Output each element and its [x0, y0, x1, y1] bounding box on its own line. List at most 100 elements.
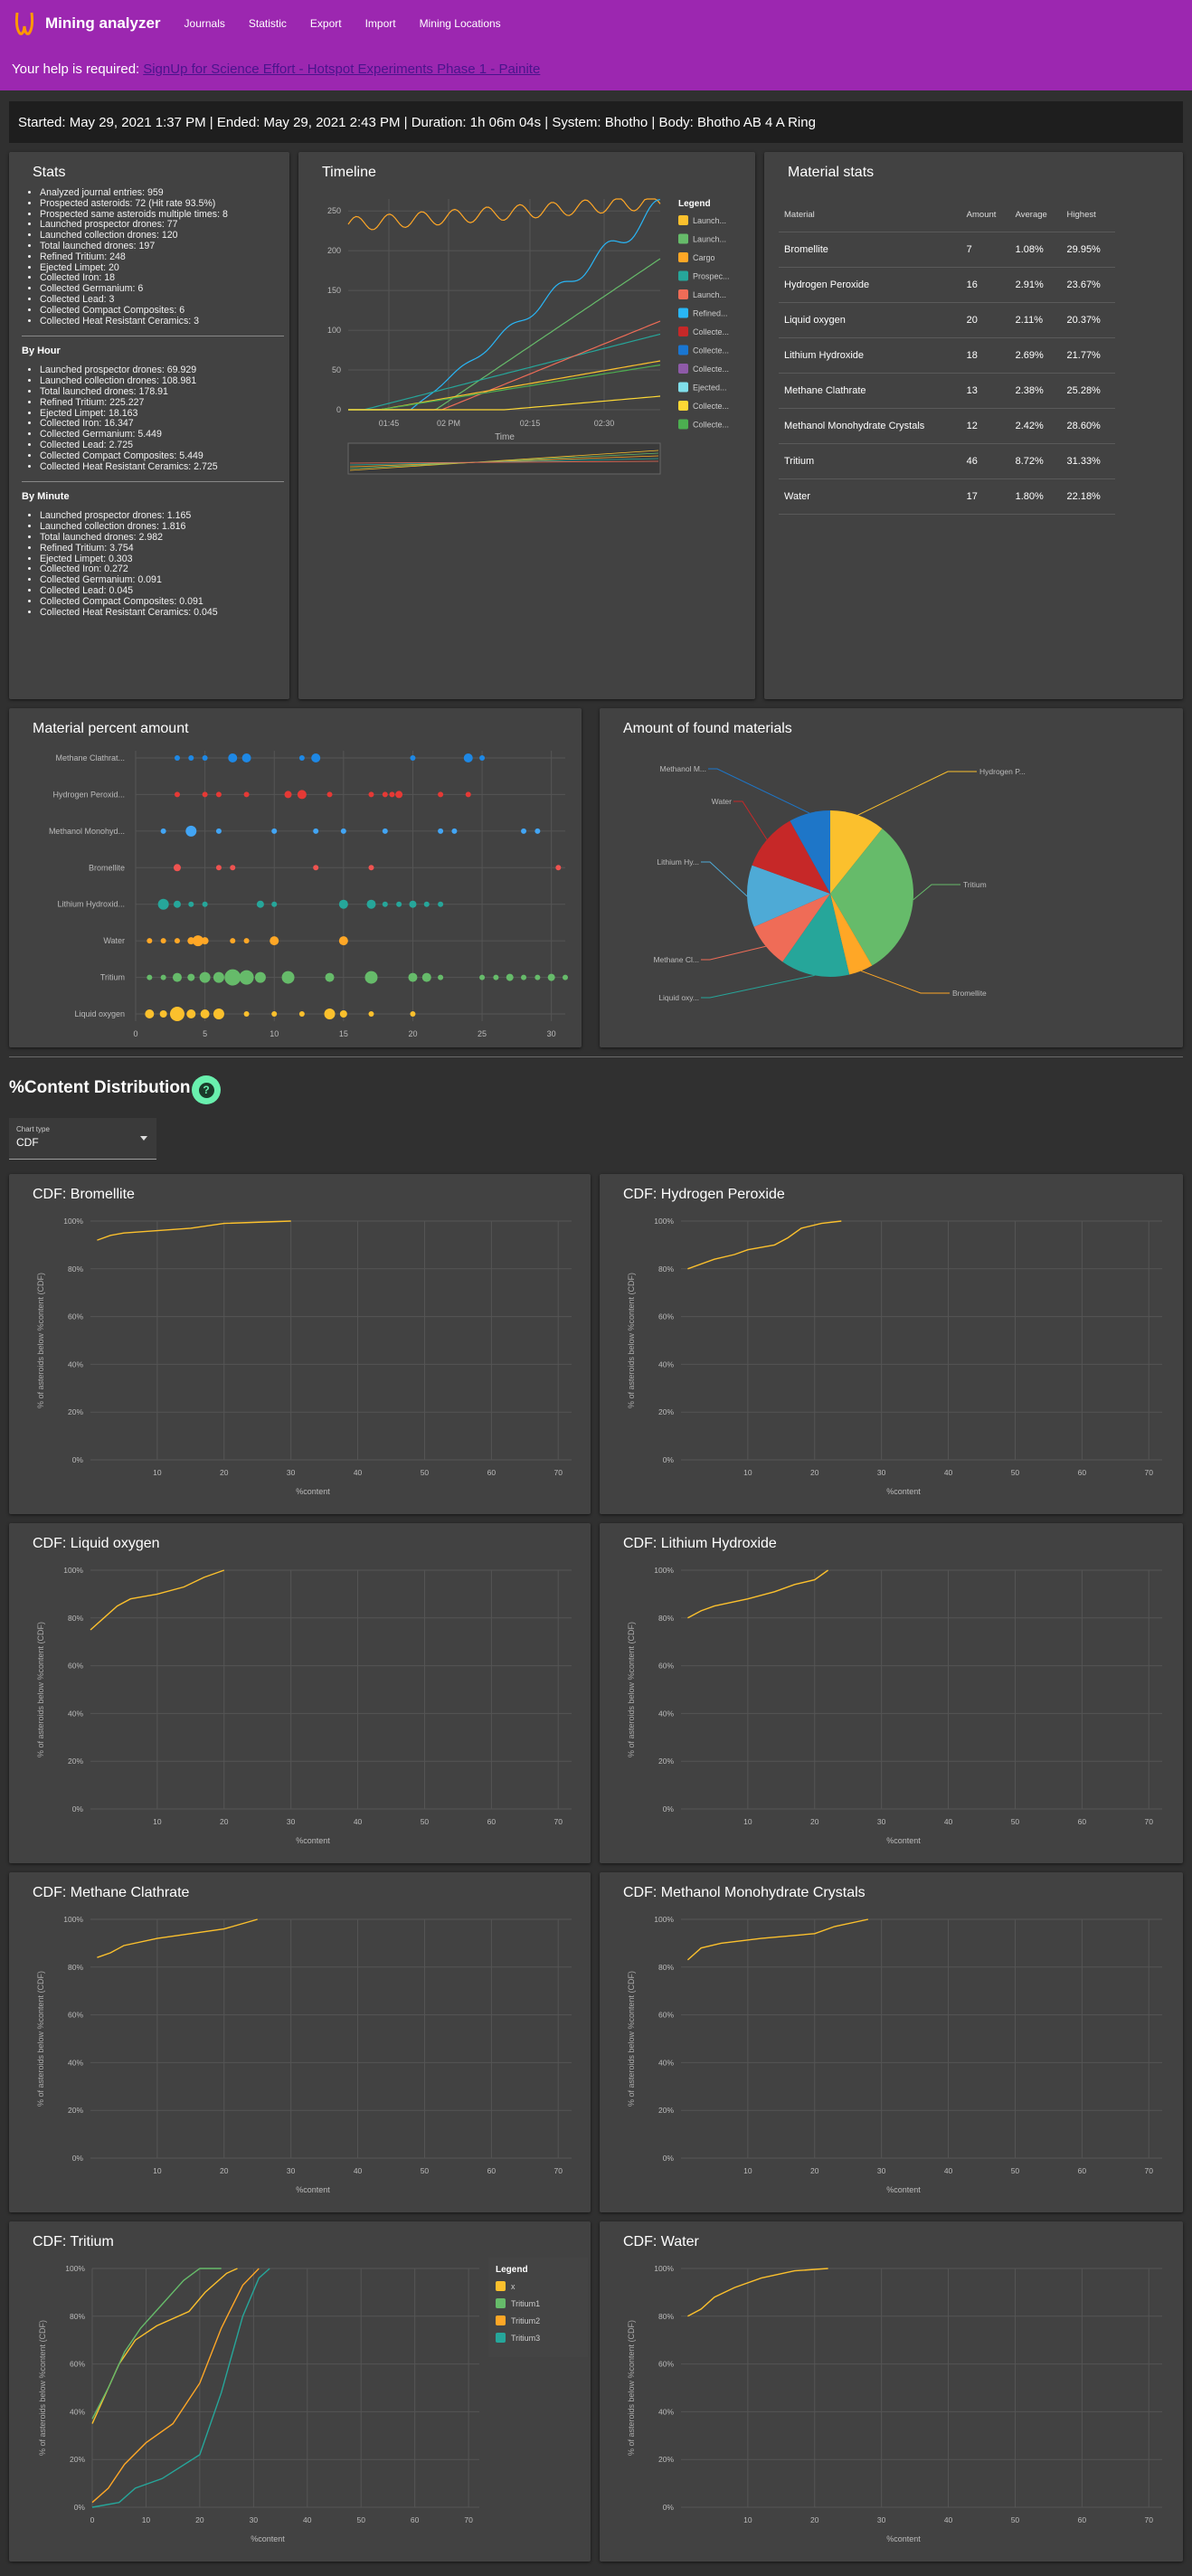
- pie-leader: [913, 884, 960, 901]
- y-tick-label: 100%: [63, 1566, 83, 1575]
- data-point: [438, 791, 444, 798]
- col-highest[interactable]: Highest: [1061, 199, 1115, 232]
- y-axis-label: % of asteroids below %content (CDF): [36, 1971, 45, 2107]
- nav-mining-locations[interactable]: Mining Locations: [419, 17, 501, 30]
- cdf-line: [90, 1569, 225, 1631]
- x-axis-label: %content: [296, 1487, 330, 1496]
- app-logo-icon: [14, 12, 34, 35]
- row-label: Water: [103, 936, 125, 945]
- nav-import[interactable]: Import: [364, 17, 396, 30]
- material-cell: Water: [779, 478, 961, 515]
- data-point: [271, 901, 278, 907]
- cdf-chart[interactable]: 0% 20% 40% 60% 80% 100% 10 20 30 40 50 60 70 %content…: [600, 1174, 1183, 1514]
- material-cell: 13: [960, 373, 1010, 409]
- cdf-card: CDF: Hydrogen Peroxide 0% 20% 40% 60% 80% 100%…: [600, 1174, 1183, 1514]
- col-material[interactable]: Material: [779, 199, 961, 232]
- data-point: [185, 825, 197, 837]
- x-tick-label: 20: [810, 1817, 819, 1826]
- material-row: Bromellite 7 1.08% 29.95%: [779, 232, 1115, 268]
- cdf-chart[interactable]: 0% 20% 40% 60% 80% 100% 0 10 20 30 40 50 60 70 %conten…: [9, 2221, 591, 2562]
- x-tick-label: 02:15: [520, 419, 541, 428]
- col-amount[interactable]: Amount: [960, 199, 1010, 232]
- pie-title: Amount of found materials: [623, 721, 792, 736]
- pie-label: Tritium: [963, 880, 987, 889]
- x-tick-label: 40: [354, 1468, 363, 1477]
- data-point: [186, 1009, 196, 1018]
- x-tick-label: 30: [877, 2166, 886, 2175]
- x-tick-label: 30: [287, 1817, 296, 1826]
- data-point: [451, 828, 458, 834]
- x-tick-label: 50: [1011, 2515, 1020, 2524]
- x-tick-label: 60: [487, 1468, 497, 1477]
- brush-series: [349, 455, 659, 468]
- legend-swatch: [678, 215, 688, 225]
- data-point: [364, 971, 378, 984]
- data-point: [243, 938, 250, 944]
- pie-label: Water: [712, 797, 733, 806]
- y-axis-label: % of asteroids below %content (CDF): [627, 1622, 636, 1757]
- x-tick-label: 40: [354, 2166, 363, 2175]
- stat-item: Ejected Limpet: 20: [40, 262, 284, 274]
- material-stats-card: Material stats Material Amount Average H…: [764, 152, 1183, 699]
- timeline-series: [348, 320, 661, 411]
- x-tick-label: 30: [877, 2515, 886, 2524]
- legend-swatch: [678, 345, 688, 355]
- material-cell: 20.37%: [1061, 302, 1115, 338]
- y-tick-label: 80%: [658, 2312, 674, 2321]
- y-tick-label: 80%: [70, 2312, 85, 2321]
- pie-slice: [830, 894, 873, 975]
- cdf-chart[interactable]: 0% 20% 40% 60% 80% 100% 10 20 30 40 50 60 70 %content…: [600, 1872, 1183, 2212]
- cdf-chart[interactable]: 0% 20% 40% 60% 80% 100% 10 20 30 40 50 60 70 %content…: [9, 1174, 591, 1514]
- data-point: [213, 1009, 224, 1019]
- cdf-chart[interactable]: 0% 20% 40% 60% 80% 100% 10 20 30 40 50 60 70 %content…: [600, 2221, 1183, 2562]
- cdf-card: CDF: Methane Clathrate 0% 20% 40% 60% 80% 100%…: [9, 1872, 591, 2212]
- material-row: Tritium 46 8.72% 31.33%: [779, 443, 1115, 479]
- material-cell: 18: [960, 337, 1010, 374]
- data-point: [298, 1011, 305, 1017]
- pie-leader: [701, 974, 815, 999]
- material-row: Methanol Monohydrate Crystals 12 2.42% 28.6…: [779, 408, 1115, 444]
- stat-item: Collected Heat Resistant Ceramics: 3: [40, 316, 284, 327]
- x-tick-label: 60: [411, 2515, 420, 2524]
- signup-link[interactable]: SignUp for Science Effort - Hotspot Expe…: [143, 61, 541, 77]
- x-axis-label: %content: [296, 2185, 330, 2194]
- x-tick-label: 20: [810, 2166, 819, 2175]
- x-axis-label: %content: [886, 2185, 921, 2194]
- cdf-line: [91, 2268, 238, 2424]
- help-button[interactable]: ?: [192, 1075, 221, 1104]
- material-cell: Methane Clathrate: [779, 373, 961, 409]
- chart-type-select[interactable]: Chart type CDF: [9, 1118, 156, 1160]
- x-tick-label: 0: [90, 2515, 95, 2524]
- y-axis-label: % of asteroids below %content (CDF): [627, 2320, 636, 2456]
- row-label: Methanol Monohyd...: [49, 827, 125, 836]
- pie-label: Methane Cl...: [653, 955, 699, 964]
- y-tick-label: 100%: [63, 1915, 83, 1924]
- x-tick-label: 50: [356, 2515, 365, 2524]
- data-point: [535, 828, 541, 834]
- material-cell: Hydrogen Peroxide: [779, 267, 961, 303]
- x-tick-label: 10: [743, 2166, 752, 2175]
- material-row: Hydrogen Peroxide 16 2.91% 23.67%: [779, 267, 1115, 303]
- material-cell: 12: [960, 408, 1010, 444]
- y-tick-label: 40%: [658, 2058, 674, 2067]
- y-tick-label: 20%: [68, 1407, 83, 1416]
- cdf-chart[interactable]: 0% 20% 40% 60% 80% 100% 10 20 30 40 50 60 70 %content…: [600, 1523, 1183, 1863]
- pie-chart[interactable]: Hydrogen P... Tritium Bromellite Liquid oxy…: [600, 735, 1183, 1043]
- percent-amount-title: Material percent amount: [33, 721, 189, 736]
- cdf-line: [91, 2268, 270, 2508]
- nav-journals[interactable]: Journals: [184, 17, 225, 30]
- row-label: Methane Clathrat...: [55, 753, 125, 762]
- app-title: Mining analyzer: [45, 14, 161, 32]
- y-tick-label: 0%: [663, 1455, 675, 1464]
- percent-amount-chart[interactable]: 0 5 10 15 20 25 30 Methane Clathrat... Hydrogen …: [9, 735, 582, 1043]
- stat-item: Collected Iron: 0.272: [40, 564, 284, 575]
- y-tick-label: 100%: [654, 1217, 674, 1226]
- col-average[interactable]: Average: [1009, 199, 1062, 232]
- timeline-chart[interactable]: 0 50 100 150 200 250 01:45 02 PM 02:15 02:30 Time L…: [298, 179, 755, 541]
- nav-statistic[interactable]: Statistic: [248, 17, 287, 30]
- x-tick-label: 70: [464, 2515, 473, 2524]
- cdf-chart[interactable]: 0% 20% 40% 60% 80% 100% 10 20 30 40 50 60 70 %content…: [9, 1523, 591, 1863]
- nav-export[interactable]: Export: [309, 17, 342, 30]
- cdf-chart[interactable]: 0% 20% 40% 60% 80% 100% 10 20 30 40 50 60 70 %content…: [9, 1872, 591, 2212]
- cdf-title: CDF: Lithium Hydroxide: [623, 1536, 777, 1551]
